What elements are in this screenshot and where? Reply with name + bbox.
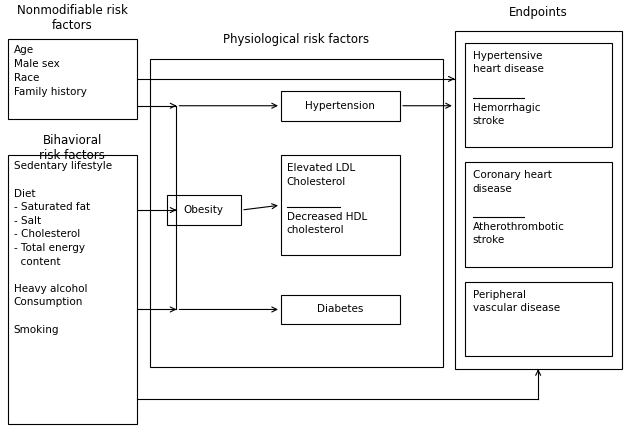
Text: Coronary heart
disease: Coronary heart disease [472,170,551,194]
Text: Atherothrombotic
stroke: Atherothrombotic stroke [472,222,564,245]
Bar [281,294,400,324]
Text: Diabetes: Diabetes [318,305,364,314]
Text: Decreased HDL
cholesterol: Decreased HDL cholesterol [287,212,367,235]
Bar [455,31,622,369]
Text: Hemorrhagic
stroke: Hemorrhagic stroke [472,103,540,126]
Bar [465,43,612,147]
Bar [8,155,137,424]
Bar [8,39,137,119]
Bar [150,59,443,367]
Text: Hypertensive
heart disease: Hypertensive heart disease [472,51,544,74]
Text: Age
Male sex
Race
Family history: Age Male sex Race Family history [13,45,86,97]
Text: Sedentary lifestyle

Diet
- Saturated fat
- Salt
- Cholesterol
- Total energy
  : Sedentary lifestyle Diet - Saturated fat… [13,161,112,335]
Text: Endpoints: Endpoints [509,6,568,19]
Bar [465,282,612,356]
Text: Obesity: Obesity [184,205,224,215]
Text: Hypertension: Hypertension [306,101,375,111]
Bar [465,162,612,267]
Text: Physiological risk factors: Physiological risk factors [223,33,369,46]
Text: Peripheral
vascular disease: Peripheral vascular disease [472,289,559,313]
Bar [166,195,241,225]
Text: Elevated LDL
Cholesterol: Elevated LDL Cholesterol [287,164,355,186]
Bar [281,91,400,121]
Text: Bihavioral
risk factors: Bihavioral risk factors [39,134,105,162]
Text: Nonmodifiable risk
factors: Nonmodifiable risk factors [17,4,127,32]
Bar [281,155,400,255]
